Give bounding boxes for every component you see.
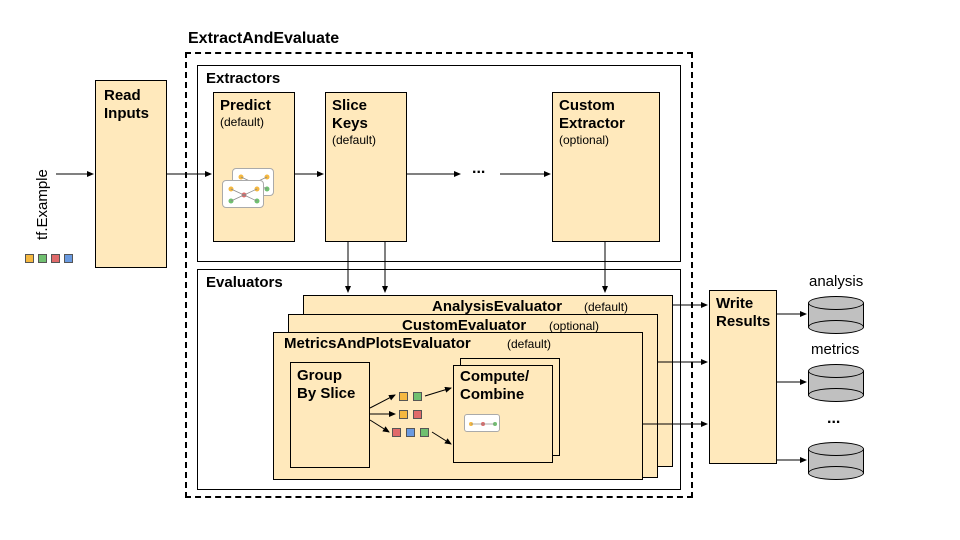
slice-keys-title2: Keys: [332, 115, 368, 132]
write-results-box: Write Results: [709, 290, 777, 464]
input-label: tf.Example: [34, 169, 51, 240]
slice-keys-box: Slice Keys (default): [325, 92, 407, 242]
analysis-eval-sub: (default): [584, 300, 628, 314]
custom-ext-sub: (optional): [559, 133, 609, 147]
analysis-cylinder: [808, 303, 864, 327]
metrics-eval-sub: (default): [507, 337, 551, 351]
slice-keys-sub: (default): [332, 133, 376, 147]
read-inputs-title2: Inputs: [104, 105, 149, 122]
custom-eval-sub: (optional): [549, 319, 599, 333]
grid-sq-3: [399, 410, 408, 419]
group-by-slice-box: Group By Slice: [290, 362, 370, 468]
custom-ext-title2: Extractor: [559, 115, 625, 132]
input-swatch-3: [51, 254, 60, 263]
extract-eval-title: ExtractAndEvaluate: [188, 30, 339, 48]
predict-title: Predict: [220, 97, 271, 114]
analysis-eval-title: AnalysisEvaluator: [432, 298, 562, 315]
compute-combine-box: Compute/ Combine: [453, 365, 553, 463]
input-swatch-1: [25, 254, 34, 263]
input-swatch-4: [64, 254, 73, 263]
grid-sq-1: [399, 392, 408, 401]
outputs-ellipsis: ...: [827, 410, 840, 428]
compute-title1: Compute/: [460, 368, 529, 385]
grid-sq-7: [420, 428, 429, 437]
metrics-label: metrics: [811, 341, 859, 358]
input-swatch-2: [38, 254, 47, 263]
grid-sq-5: [392, 428, 401, 437]
custom-ext-title1: Custom: [559, 97, 615, 114]
compute-nn-icon: [464, 414, 500, 432]
nn-card-front: [222, 180, 264, 208]
evaluators-title: Evaluators: [206, 274, 283, 291]
grid-sq-6: [406, 428, 415, 437]
extractors-ellipsis: ...: [472, 160, 485, 178]
write-title1: Write: [716, 295, 753, 312]
read-inputs-title1: Read: [104, 87, 141, 104]
grid-sq-4: [413, 410, 422, 419]
metrics-cylinder: [808, 371, 864, 395]
group-by-title1: Group: [297, 367, 342, 384]
group-by-title2: By Slice: [297, 385, 355, 402]
compute-title2: Combine: [460, 386, 524, 403]
grid-sq-2: [413, 392, 422, 401]
slice-keys-title1: Slice: [332, 97, 367, 114]
predict-sub: (default): [220, 115, 264, 129]
last-cylinder: [808, 449, 864, 473]
read-inputs-box: Read Inputs: [95, 80, 167, 268]
predict-box: Predict (default): [213, 92, 295, 242]
extractors-title: Extractors: [206, 70, 280, 87]
custom-extractor-box: Custom Extractor (optional): [552, 92, 660, 242]
metrics-eval-title: MetricsAndPlotsEvaluator: [284, 335, 471, 352]
write-title2: Results: [716, 313, 770, 330]
analysis-label: analysis: [809, 273, 863, 290]
